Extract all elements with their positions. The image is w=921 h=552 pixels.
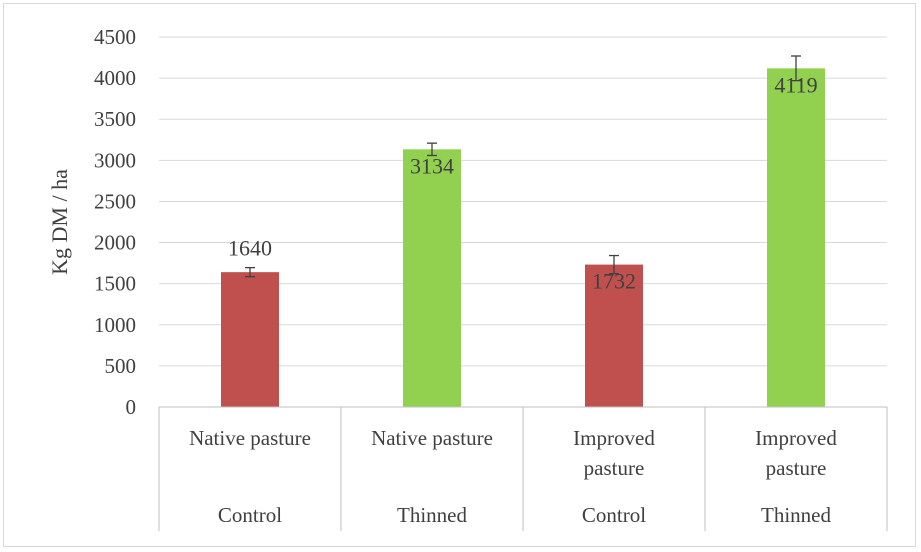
category-label-3-1: pasture: [766, 456, 827, 480]
category-label-3-0: Improved: [755, 426, 837, 450]
data-label-0: 1640: [228, 236, 272, 261]
y-tick-label-3500: 3500: [94, 107, 136, 131]
data-label-3: 4119: [774, 72, 817, 97]
y-axis-label: Kg DM / ha: [47, 169, 72, 275]
data-labels: 1640 3134 1732 4119: [228, 72, 818, 293]
category-label-2-0: Improved: [573, 426, 655, 450]
category-label-1-0: Native pasture: [371, 426, 493, 450]
bar-0: [221, 272, 279, 407]
group-label-0: Control: [218, 503, 282, 527]
bar-2: [585, 264, 643, 407]
group-label-2: Control: [582, 503, 646, 527]
y-tick-labels: 0 500 1000 1500 2000 2500 3000 3500 4000 4500: [94, 25, 136, 419]
group-label-1: Thinned: [397, 503, 467, 527]
bar-3: [767, 68, 825, 408]
bar-1: [403, 149, 461, 407]
y-tick-label-0: 0: [126, 395, 137, 419]
data-label-2: 1732: [592, 269, 636, 294]
category-label-2-1: pasture: [584, 456, 645, 480]
bars: [221, 68, 825, 408]
y-tick-label-2500: 2500: [94, 189, 136, 213]
error-bars: [245, 55, 801, 278]
y-tick-label-3000: 3000: [94, 148, 136, 172]
data-label-1: 3134: [410, 153, 454, 178]
y-tick-label-500: 500: [105, 354, 137, 378]
group-label-3: Thinned: [761, 503, 831, 527]
category-axis: Native pasture Control Native pasture Thinn…: [158, 406, 888, 531]
y-tick-label-1500: 1500: [94, 272, 136, 296]
y-tick-label-4000: 4000: [94, 66, 136, 90]
category-label-0-0: Native pasture: [189, 426, 311, 450]
y-tick-label-2000: 2000: [94, 231, 136, 255]
y-tick-label-1000: 1000: [94, 313, 136, 337]
y-tick-label-4500: 4500: [94, 25, 136, 49]
